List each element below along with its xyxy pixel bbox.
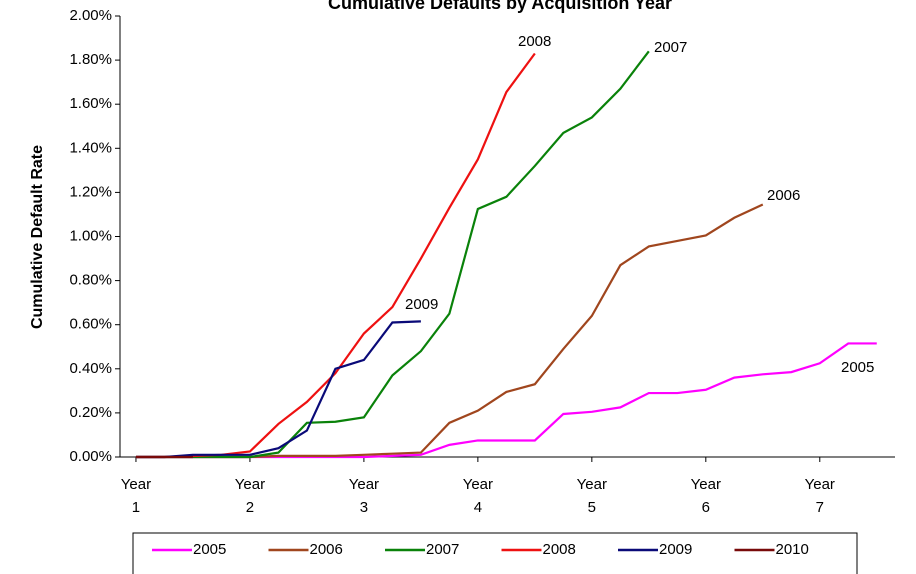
x-tick-label: Year 7 bbox=[805, 476, 835, 516]
annotation: 2006 bbox=[767, 187, 800, 204]
legend-box bbox=[132, 532, 858, 574]
y-tick-label: 0.80% bbox=[69, 272, 112, 289]
legend-label: 2008 bbox=[543, 541, 576, 558]
x-tick-label: Year 5 bbox=[577, 476, 607, 516]
y-tick-label: 0.20% bbox=[69, 404, 112, 421]
series-line bbox=[135, 342, 877, 459]
annotation: 2009 bbox=[405, 296, 438, 313]
series-line bbox=[135, 52, 536, 459]
series-line bbox=[135, 203, 764, 459]
x-tick-label: Year 4 bbox=[463, 476, 493, 516]
y-tick-label: 1.20% bbox=[69, 183, 112, 200]
chart-title: Cumulative Defaults by Acquisition Year bbox=[328, 0, 672, 13]
legend-label: 2005 bbox=[193, 541, 226, 558]
y-tick-label: 0.40% bbox=[69, 360, 112, 377]
y-tick-label: 0.00% bbox=[69, 448, 112, 465]
y-tick-label: 2.00% bbox=[69, 7, 112, 24]
legend-label: 2010 bbox=[776, 541, 809, 558]
x-tick-label: Year 6 bbox=[691, 476, 721, 516]
y-axis-label: Cumulative Default Rate bbox=[29, 145, 46, 329]
series-line bbox=[135, 50, 650, 459]
y-tick-label: 1.00% bbox=[69, 227, 112, 244]
annotation: 2007 bbox=[654, 39, 687, 56]
x-tick-label: Year 3 bbox=[349, 476, 379, 516]
y-tick-label: 1.80% bbox=[69, 51, 112, 68]
y-tick-label: 0.60% bbox=[69, 316, 112, 333]
legend-label: 2007 bbox=[426, 541, 459, 558]
series-line bbox=[135, 320, 421, 459]
legend-label: 2006 bbox=[310, 541, 343, 558]
legend-label: 2009 bbox=[659, 541, 692, 558]
y-tick-label: 1.60% bbox=[69, 95, 112, 112]
annotation: 2005 bbox=[841, 359, 874, 376]
annotation: 2008 bbox=[518, 33, 551, 50]
x-tick-label: Year 1 bbox=[121, 476, 151, 516]
y-tick-label: 1.40% bbox=[69, 139, 112, 156]
x-tick-label: Year 2 bbox=[235, 476, 265, 516]
